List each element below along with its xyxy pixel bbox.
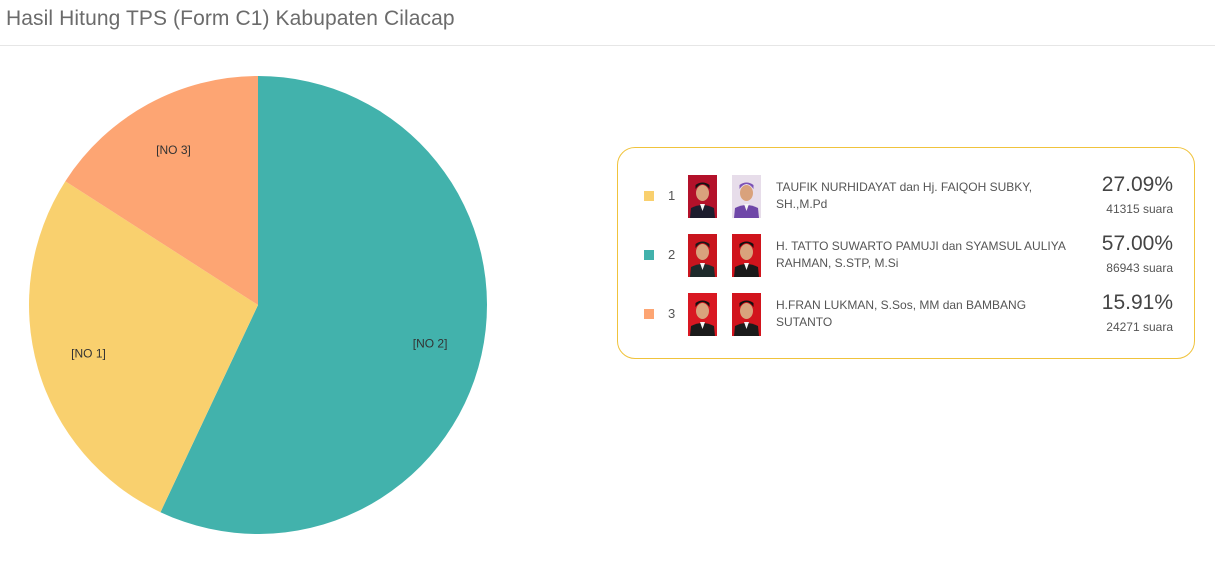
candidate-photo xyxy=(732,293,761,336)
pie-slices xyxy=(28,76,487,534)
candidate-name: H.FRAN LUKMAN, S.Sos, MM dan BAMBANG SUT… xyxy=(776,298,1027,329)
slice-label-1: [NO 1] xyxy=(71,347,106,361)
candidate-photo xyxy=(688,234,717,277)
header: Hasil Hitung TPS (Form C1) Kabupaten Cil… xyxy=(0,0,1215,46)
pie-slice-3[interactable] xyxy=(65,76,258,305)
page-title: Hasil Hitung TPS (Form C1) Kabupaten Cil… xyxy=(6,7,455,30)
pie-labels: [NO 2] [NO 1] [NO 3] xyxy=(71,143,447,361)
slice-label-3: [NO 3] xyxy=(156,143,191,157)
legend-swatch-2 xyxy=(644,250,654,260)
legend-number: 1 xyxy=(668,188,676,203)
pie-chart: [NO 2] [NO 1] [NO 3] xyxy=(28,76,487,534)
candidate-name: TAUFIK NURHIDAYAT dan Hj. FAIQOH SUBKY, … xyxy=(776,180,1033,211)
legend-row-1[interactable]: 1 TAUFIK NURHIDAYAT dan Hj. FAIQOH SUBKY… xyxy=(618,173,1196,223)
legend-number: 3 xyxy=(668,306,676,321)
candidate-photo xyxy=(688,293,717,336)
candidate-photo xyxy=(688,175,717,218)
vote-percent: 15.91% xyxy=(1101,291,1173,314)
candidate-photo xyxy=(732,234,761,277)
vote-percent: 27.09% xyxy=(1101,173,1173,196)
candidate-name: H. TATTO SUWARTO PAMUJI dan SYAMSUL AULI… xyxy=(776,239,1066,270)
slice-label-2: [NO 2] xyxy=(413,337,448,351)
legend-swatch-1 xyxy=(644,191,654,201)
vote-count: 24271 suara xyxy=(1106,320,1173,334)
legend-number: 2 xyxy=(668,247,676,262)
pie-slice-2[interactable] xyxy=(160,76,487,534)
pie-slice-1[interactable] xyxy=(28,181,258,513)
candidate-photo xyxy=(732,175,761,218)
vote-count: 41315 suara xyxy=(1106,202,1173,216)
legend-row-2[interactable]: 2 H. TATTO SUWARTO PAMUJI dan SYAMSUL AU… xyxy=(618,232,1196,282)
vote-percent: 57.00% xyxy=(1101,232,1173,255)
legend-swatch-3 xyxy=(644,309,654,319)
vote-count: 86943 suara xyxy=(1106,261,1173,275)
legend-row-3[interactable]: 3 H.FRAN LUKMAN, S.Sos, MM dan BAMBANG S… xyxy=(618,291,1196,341)
legend-box: 1 TAUFIK NURHIDAYAT dan Hj. FAIQOH SUBKY… xyxy=(617,147,1195,359)
